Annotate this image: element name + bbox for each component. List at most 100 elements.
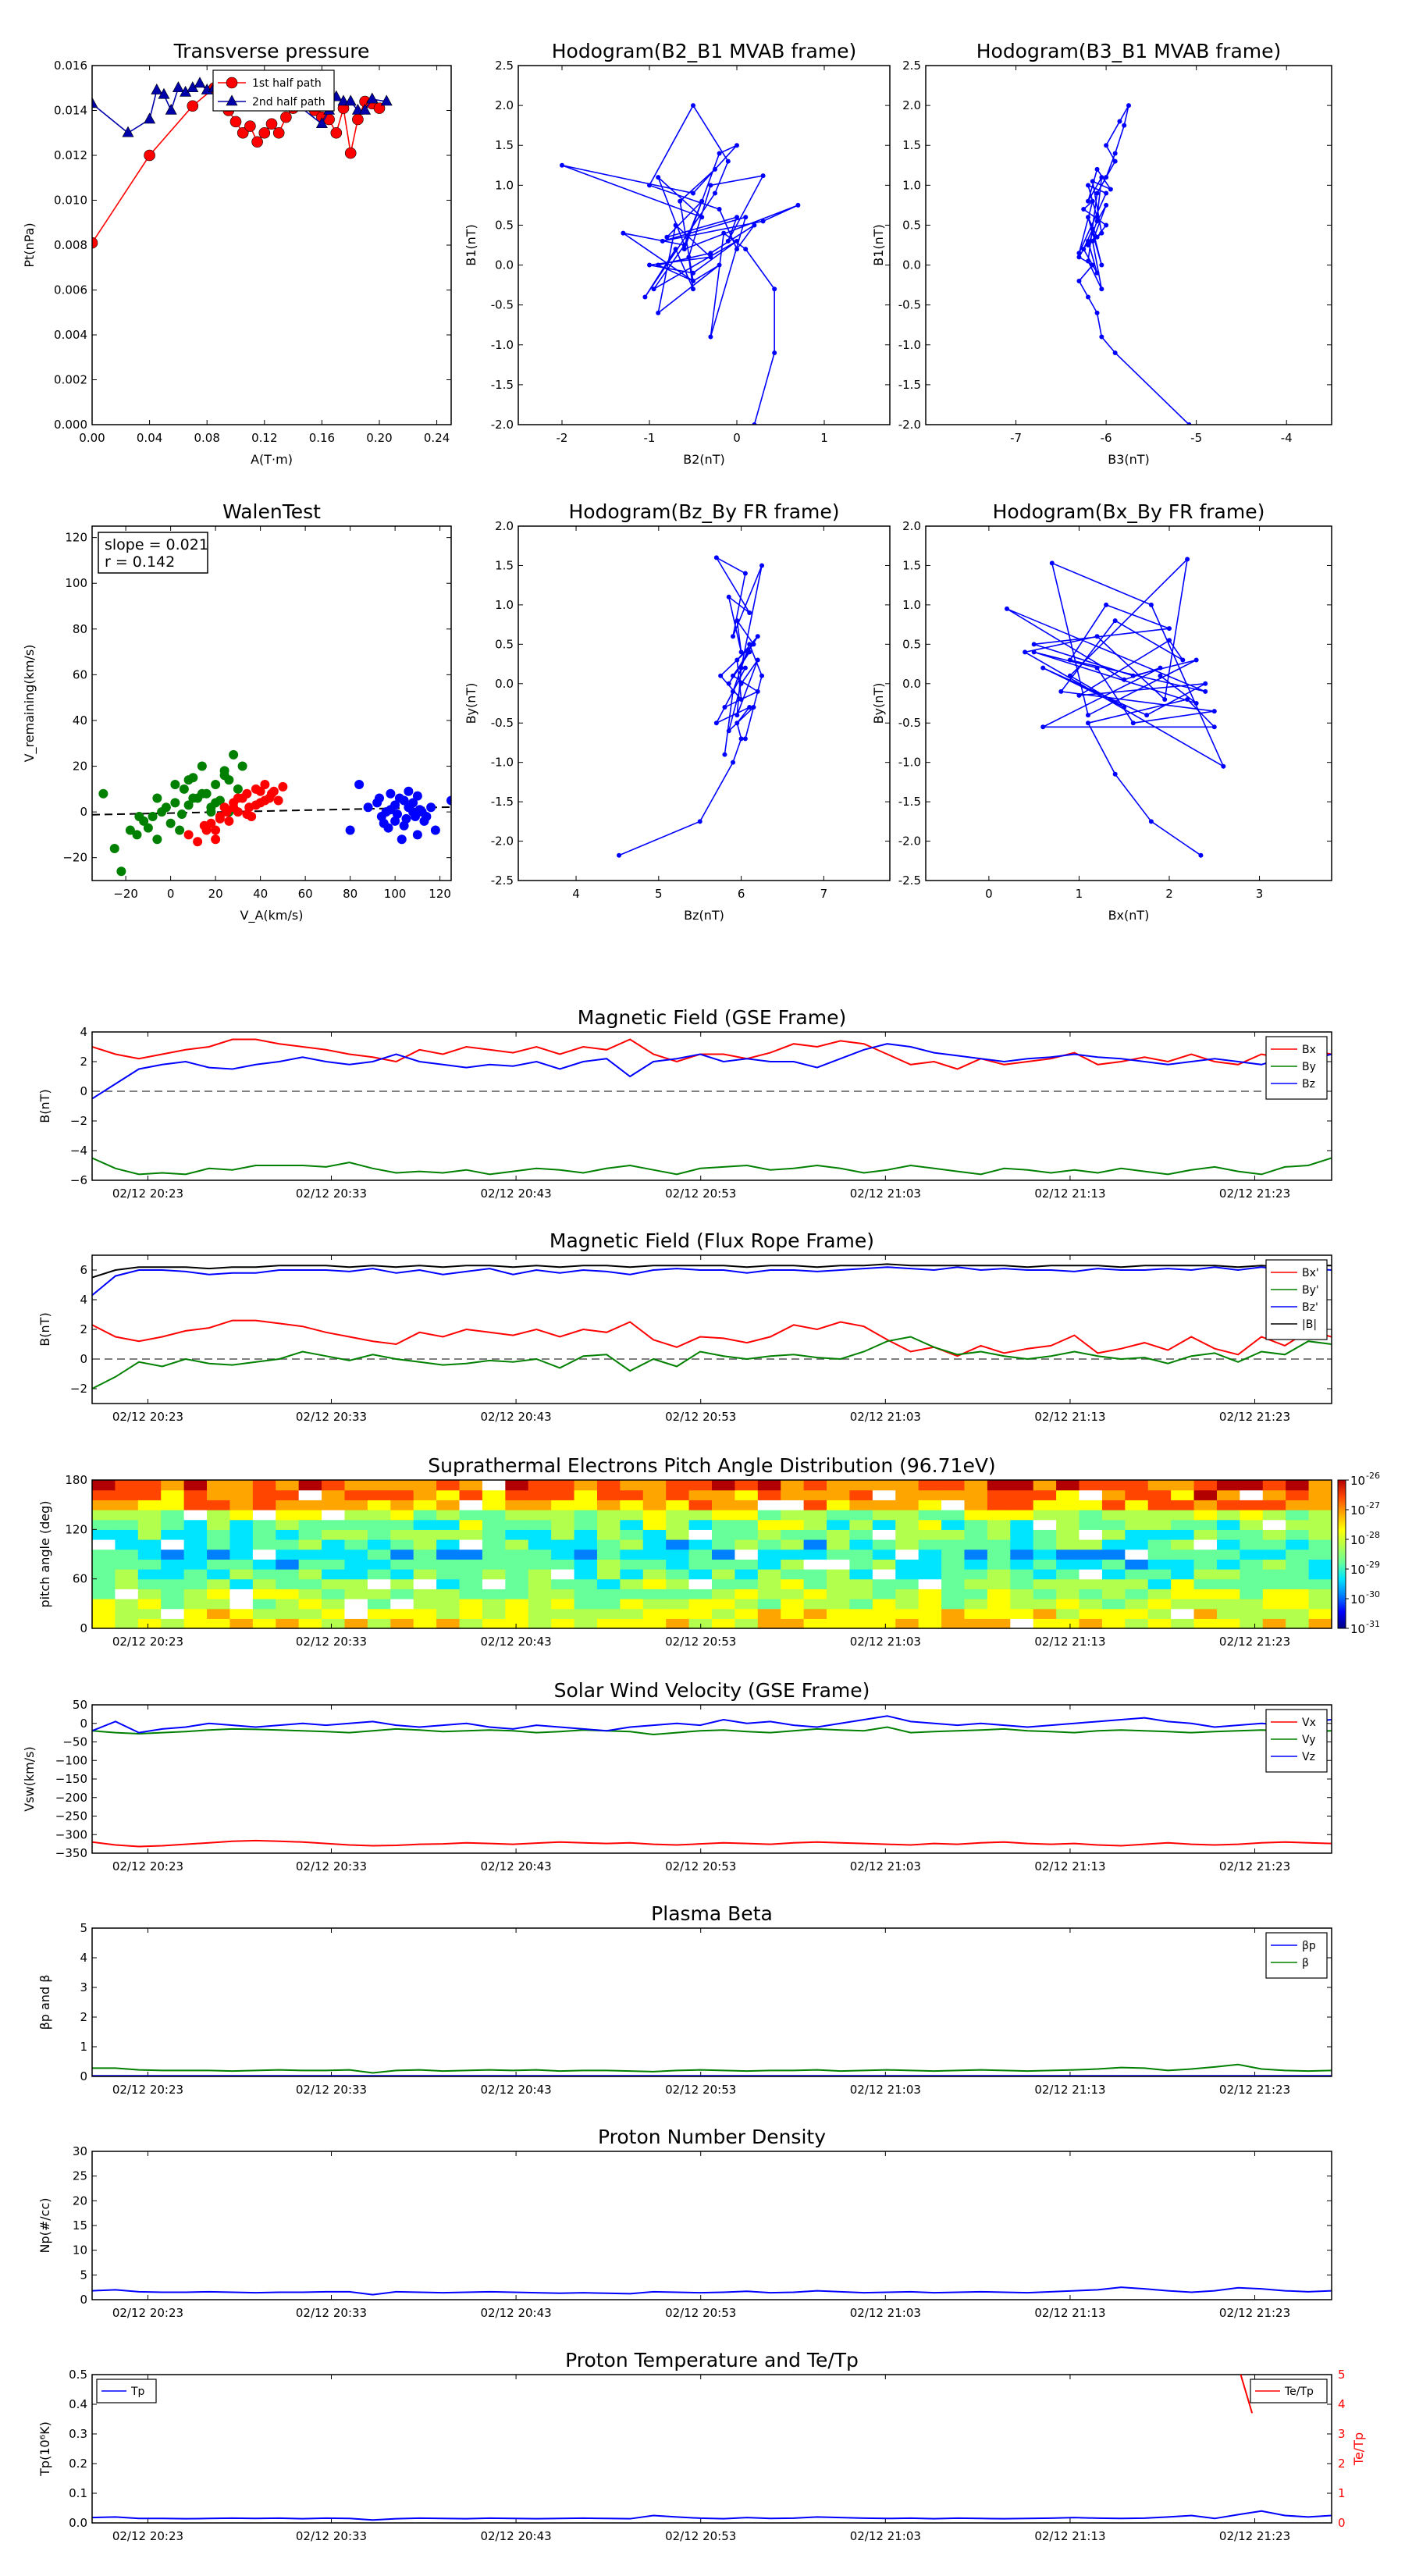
x-tick-label: 02/12 21:03 <box>850 1859 921 1873</box>
y-tick-label: 0.5 <box>495 218 514 232</box>
y-tick-label: 3 <box>80 1980 87 1994</box>
heatmap-cell <box>757 1618 781 1629</box>
heatmap-cell <box>849 1589 873 1599</box>
heatmap-cell <box>505 1608 529 1619</box>
heatmap-cell <box>183 1500 208 1510</box>
heatmap-cell <box>1079 1519 1103 1530</box>
axes-frame <box>925 65 1332 425</box>
heatmap-cell <box>1216 1618 1240 1629</box>
legend-label: Bx' <box>1302 1267 1319 1279</box>
heatmap-cell <box>964 1510 988 1521</box>
data-point <box>722 752 727 757</box>
heatmap-cell <box>1262 1549 1286 1560</box>
data-point <box>255 786 265 796</box>
legend-label: Vx <box>1302 1717 1316 1729</box>
x-tick-label: 6 <box>738 887 745 901</box>
heatmap-cell <box>642 1489 667 1500</box>
heatmap-cell <box>436 1529 461 1540</box>
heatmap-cell <box>482 1559 506 1570</box>
y-tick-label: -2.5 <box>491 873 514 888</box>
heatmap-cell <box>413 1578 437 1589</box>
heatmap-cell <box>1171 1549 1195 1560</box>
heatmap-cell <box>183 1539 208 1550</box>
y-tick-label: 1.5 <box>495 558 514 572</box>
heatmap-cell <box>1193 1569 1218 1580</box>
heatmap-cell <box>183 1608 208 1619</box>
data-point <box>278 781 288 792</box>
heatmap-cell <box>1262 1608 1286 1619</box>
heatmap-cell <box>827 1519 851 1530</box>
heatmap-cell <box>229 1599 254 1610</box>
heatmap-cell <box>115 1519 139 1530</box>
data-point <box>755 688 760 694</box>
data-point <box>206 807 216 817</box>
colorbar-tick-exponent: -30 <box>1366 1589 1380 1599</box>
data-point <box>273 795 283 806</box>
y-tick-label: 20 <box>73 2194 87 2208</box>
data-point <box>1112 158 1118 164</box>
y-tick-label: 0.012 <box>54 148 87 162</box>
heatmap-cell <box>1033 1578 1057 1589</box>
heatmap-cell <box>642 1539 667 1550</box>
heatmap-cell <box>1240 1559 1264 1570</box>
data-point <box>1099 286 1104 292</box>
heatmap-cell <box>367 1569 391 1580</box>
colorbar-tick-label: 10 <box>1350 1474 1365 1488</box>
heatmap-cell <box>505 1480 529 1491</box>
heatmap-cell <box>642 1559 667 1570</box>
heatmap-cell <box>92 1578 116 1589</box>
axes-frame <box>518 525 891 881</box>
y-axis-label: Np(#/cc) <box>37 2198 52 2254</box>
data-point <box>194 76 206 88</box>
colorbar-tick-exponent: -26 <box>1366 1471 1380 1481</box>
x-tick-label: 7 <box>820 887 828 901</box>
heatmap-cell <box>1262 1599 1286 1610</box>
data-point <box>1167 638 1172 643</box>
heatmap-cell <box>436 1549 461 1560</box>
heatmap-cell <box>872 1618 896 1629</box>
heatmap-cell <box>459 1578 483 1589</box>
heatmap-cell <box>528 1608 552 1619</box>
heatmap-cell <box>827 1510 851 1521</box>
heatmap-cell <box>322 1549 346 1560</box>
heatmap-cell <box>1216 1519 1240 1530</box>
heatmap-cell <box>1216 1578 1240 1589</box>
heatmap-cell <box>183 1480 208 1491</box>
heatmap-cell <box>322 1559 346 1570</box>
y-axis-label: pitch angle (deg) <box>37 1500 52 1607</box>
heatmap-cell <box>803 1480 827 1491</box>
y-tick-label: 2.0 <box>902 98 921 112</box>
heatmap-cell <box>367 1489 391 1500</box>
data-point <box>242 788 252 799</box>
x-tick-label: 0.24 <box>424 431 450 445</box>
heatmap-cell <box>161 1500 185 1510</box>
fit-line <box>92 806 451 816</box>
heatmap-cell <box>1056 1529 1080 1540</box>
heatmap-cell <box>436 1608 461 1619</box>
heatmap-cell <box>1125 1529 1149 1540</box>
data-point <box>1005 606 1009 611</box>
data-point <box>1104 222 1109 228</box>
heatmap-cell <box>712 1569 736 1580</box>
heatmap-cell <box>1010 1618 1034 1629</box>
data-point <box>229 749 239 760</box>
colorbar-tick-label: 10 <box>1350 1563 1365 1577</box>
heatmap-cell <box>895 1559 919 1570</box>
data-point <box>315 117 328 129</box>
heatmap-cell <box>92 1589 116 1599</box>
data-point <box>1104 143 1109 148</box>
y-right-tick-label: 2 <box>1338 2457 1346 2471</box>
heatmap-cell <box>1193 1549 1218 1560</box>
data-point <box>738 665 744 671</box>
heatmap-cell <box>528 1500 552 1510</box>
data-point <box>691 103 695 109</box>
heatmap-cell <box>827 1489 851 1500</box>
heatmap-cell <box>781 1500 805 1510</box>
heatmap-cell <box>298 1489 322 1500</box>
y-tick-label: 4 <box>80 1951 87 1965</box>
heatmap-cell <box>413 1589 437 1599</box>
heatmap-cell <box>298 1510 322 1521</box>
heatmap-cell <box>1101 1578 1126 1589</box>
data-point <box>211 798 221 808</box>
heatmap-cell <box>895 1578 919 1589</box>
